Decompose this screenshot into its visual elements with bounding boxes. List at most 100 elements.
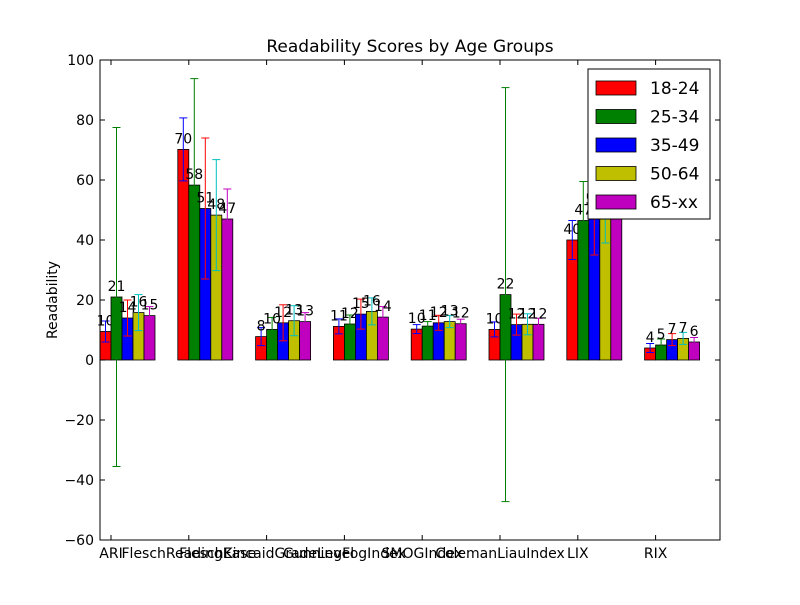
- value-label: 14: [374, 299, 392, 315]
- error-bar-65-xx-GunningFogIndex: [378, 306, 387, 329]
- bar-65-xx-SMOGIndex: [454, 323, 467, 361]
- error-bar-50-64-FleschReadingEase: [212, 159, 221, 272]
- y-axis-label: Readability: [45, 261, 61, 339]
- x-tick-label: FleschReadingEase: [122, 546, 257, 562]
- y-tick-label: 40: [76, 233, 94, 249]
- error-bar-18-24-RIX: [646, 343, 655, 353]
- value-label: 12: [508, 307, 526, 323]
- value-label: 15: [352, 296, 370, 312]
- error-bar-18-24-FleschKincaidGradeLevel: [257, 327, 266, 347]
- legend-label-65-xx: 65-xx: [650, 193, 698, 213]
- value-label: 8: [257, 319, 266, 335]
- value-label: 12: [530, 306, 548, 322]
- value-label: 11: [419, 308, 437, 324]
- error-bar-18-24-FleschReadingEase: [179, 117, 188, 182]
- legend-swatch-18-24: [595, 80, 637, 96]
- value-label: 14: [119, 300, 137, 316]
- error-bar-50-64-FleschKincaidGradeLevel: [290, 305, 299, 337]
- x-tick-label: ARI: [99, 546, 122, 562]
- bar-25-34-SMOGIndex: [421, 325, 434, 361]
- y-tick-label: 0: [85, 353, 94, 369]
- x-tick-label: LIX: [567, 546, 589, 562]
- error-bar-25-34-FleschReadingEase: [190, 78, 199, 293]
- value-label: 10: [486, 311, 504, 327]
- legend-swatch-50-64: [595, 166, 637, 181]
- value-label: 70: [174, 131, 192, 147]
- value-label: 10: [97, 314, 115, 330]
- legend-swatch-65-xx: [595, 194, 637, 210]
- error-bar-25-34-LIX: [579, 181, 588, 260]
- error-bar-50-64-ARI: [134, 294, 143, 332]
- error-bar-18-24-LIX: [568, 220, 577, 260]
- value-label: 48: [207, 197, 225, 213]
- value-label: 21: [108, 279, 126, 295]
- x-tick-label: SMOGIndex: [382, 546, 463, 562]
- legend-swatch-35-49: [595, 137, 637, 153]
- error-bar-65-xx-FleschReadingEase: [223, 188, 232, 250]
- error-bar-50-64-ColemanLiauIndex: [523, 313, 532, 336]
- value-label: 12: [452, 306, 470, 322]
- error-bar-25-34-ColemanLiauIndex: [501, 87, 510, 503]
- value-label: 15: [141, 298, 159, 314]
- value-label: 10: [408, 311, 426, 327]
- error-bar-18-24-GunningFogIndex: [334, 318, 343, 335]
- value-label: 58: [185, 167, 203, 183]
- value-label: 16: [130, 295, 148, 311]
- error-bar-65-xx-ARI: [145, 306, 154, 326]
- error-bar-35-49-ARI: [123, 299, 132, 337]
- error-bar-35-49-FleschReadingEase: [201, 137, 210, 280]
- x-tick-label: GunningFogIndex: [283, 546, 406, 562]
- error-bar-25-34-RIX: [657, 338, 666, 352]
- legend-label-35-49: 35-49: [650, 136, 699, 156]
- error-bar-65-xx-ColemanLiauIndex: [534, 317, 543, 331]
- error-bar-35-49-SMOGIndex: [434, 314, 443, 331]
- value-label: 13: [441, 304, 459, 320]
- value-label: 10: [263, 311, 281, 327]
- value-label: 7: [679, 320, 688, 336]
- legend-swatch-25-34: [595, 109, 637, 124]
- y-tick-label: −40: [64, 473, 94, 489]
- error-bar-65-xx-FleschKincaidGradeLevel: [301, 312, 310, 332]
- value-label: 5: [657, 327, 666, 343]
- value-label: 6: [690, 324, 699, 340]
- value-label: 12: [430, 305, 448, 321]
- legend-label-25-34: 25-34: [650, 108, 699, 128]
- y-tick-label: −60: [64, 533, 94, 549]
- error-bar-25-34-GunningFogIndex: [345, 314, 354, 334]
- chart-title: Readability Scores by Age Groups: [266, 37, 553, 57]
- error-bar-65-xx-RIX: [690, 337, 699, 347]
- y-tick-label: 60: [76, 173, 94, 189]
- value-label: 12: [519, 306, 537, 322]
- value-label: 4: [646, 330, 655, 346]
- value-label: 11: [330, 308, 348, 324]
- error-bar-25-34-SMOGIndex: [423, 321, 432, 332]
- value-label: 47: [218, 201, 236, 217]
- value-label: 51: [196, 191, 214, 207]
- value-label: 13: [285, 303, 303, 319]
- legend-label-50-64: 50-64: [650, 165, 699, 185]
- axes-layer: −60 −40 −20 0 20 40 60 80 100 ARIFleschReadingEas…: [64, 53, 721, 562]
- y-tick-label: 20: [76, 293, 94, 309]
- y-tick-label: 80: [76, 113, 94, 129]
- error-bar-18-24-ARI: [101, 320, 110, 343]
- value-label: 13: [296, 304, 314, 320]
- x-tick-label: ColemanLiauIndex: [435, 546, 565, 562]
- error-bar-18-24-SMOGIndex: [412, 324, 421, 335]
- x-tick-label: FleschKincaidGradeLevel: [179, 546, 354, 562]
- error-bar-18-24-ColemanLiauIndex: [490, 321, 499, 338]
- error-bar-35-49-FleschKincaidGradeLevel: [279, 304, 288, 342]
- value-label: 22: [497, 277, 515, 293]
- error-bar-65-xx-SMOGIndex: [456, 318, 465, 329]
- error-bar-35-49-RIX: [668, 333, 677, 347]
- error-bar-25-34-ARI: [112, 127, 121, 467]
- y-tick-label: −20: [64, 413, 94, 429]
- error-bar-50-64-RIX: [679, 331, 688, 345]
- y-tick-label: 100: [67, 53, 94, 69]
- x-tick-label: RIX: [644, 546, 668, 562]
- legend-label-18-24: 18-24: [650, 79, 699, 99]
- error-bar-50-64-SMOGIndex: [445, 315, 454, 329]
- value-label: 16: [363, 293, 381, 309]
